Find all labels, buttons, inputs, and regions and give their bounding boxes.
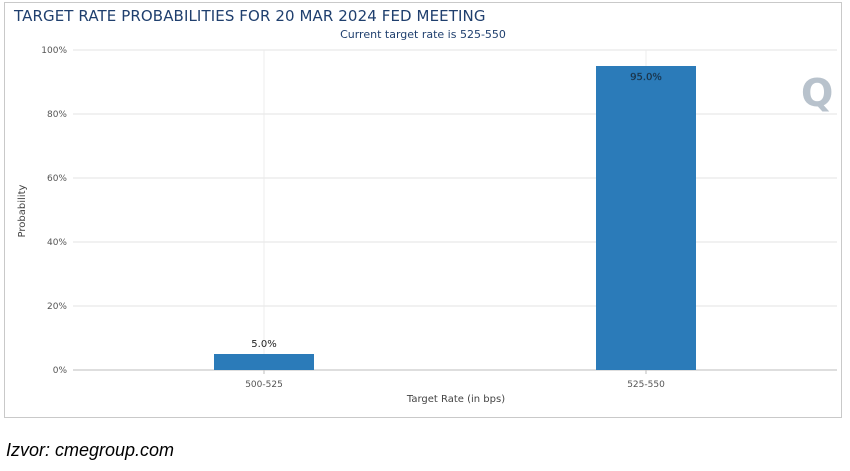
data-label: 5.0% [251, 339, 276, 350]
x-tick-label: 525-550 [627, 380, 665, 390]
y-tick-label: 0% [53, 366, 68, 376]
y-tick-label: 40% [47, 238, 67, 248]
y-tick-label: 80% [47, 110, 67, 120]
labels-layer: 0% 20% 40% 60% 80% 100% 500-525 5.0% 525-550 95.0… [41, 46, 665, 390]
y-tick-label: 20% [47, 302, 67, 312]
chart-frame: TARGET RATE PROBABILITIES FOR 20 MAR 202… [4, 2, 842, 418]
bar-chart: 0% 20% 40% 60% 80% 100% 500-525 5.0% 525-550 95.0… [17, 46, 837, 405]
y-tick-label: 60% [47, 174, 67, 184]
bar-500-525[interactable] [214, 354, 314, 370]
watermark-logo: Q [801, 71, 833, 115]
y-tick-label: 100% [41, 46, 67, 56]
x-axis-title: Target Rate (in bps) [406, 394, 505, 405]
y-axis-title: Probability [17, 184, 28, 237]
grid-layer [73, 49, 837, 374]
source-caption: Izvor: cmegroup.com [6, 440, 175, 460]
bar-525-550[interactable] [596, 66, 696, 370]
bars-layer [214, 66, 696, 370]
chart-title: TARGET RATE PROBABILITIES FOR 20 MAR 202… [14, 7, 486, 25]
x-tick-label: 500-525 [245, 380, 283, 390]
chart-subtitle: Current target rate is 525-550 [340, 28, 506, 41]
data-label: 95.0% [630, 72, 662, 83]
